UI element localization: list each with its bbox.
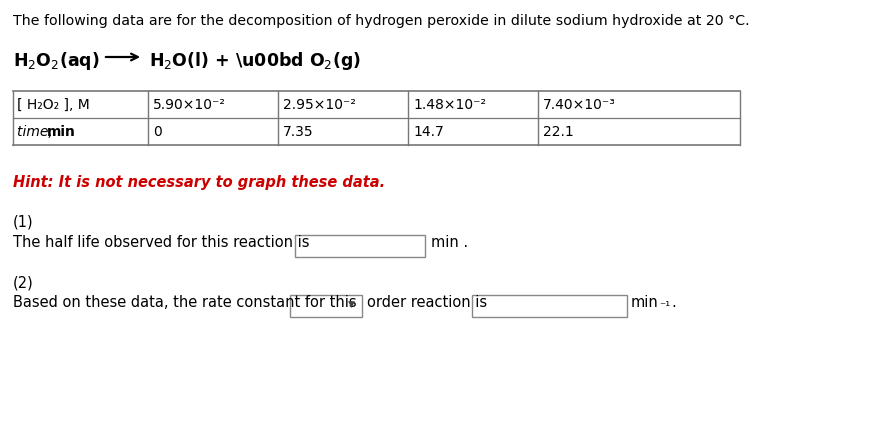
Text: min: min [47,125,76,139]
Text: 14.7: 14.7 [413,125,444,139]
Text: Based on these data, the rate constant for this: Based on these data, the rate constant f… [13,294,357,309]
Text: H$_2$O$_2$(aq): H$_2$O$_2$(aq) [13,50,100,72]
Bar [295,236,425,257]
Text: time,: time, [17,125,57,139]
Text: The half life observed for this reaction is: The half life observed for this reaction… [13,234,310,249]
Text: 1.48×10⁻²: 1.48×10⁻² [413,98,486,112]
Bar [290,295,362,317]
Text: 2.95×10⁻²: 2.95×10⁻² [283,98,356,112]
Text: ⁻¹: ⁻¹ [659,299,670,312]
Text: 22.1: 22.1 [543,125,574,139]
Text: 7.40×10⁻³: 7.40×10⁻³ [543,98,616,112]
Text: 5.90×10⁻²: 5.90×10⁻² [153,98,226,112]
Text: [ H₂O₂ ], M: [ H₂O₂ ], M [17,98,89,112]
Text: min: min [631,294,659,309]
Text: order reaction is: order reaction is [367,294,487,309]
Text: min .: min . [431,234,468,249]
Text: (1): (1) [13,215,33,230]
Text: Hint: It is not necessary to graph these data.: Hint: It is not necessary to graph these… [13,175,385,190]
Text: The following data are for the decomposition of hydrogen peroxide in dilute sodi: The following data are for the decomposi… [13,14,750,28]
Text: H$_2$O(l) + \u00bd O$_2$(g): H$_2$O(l) + \u00bd O$_2$(g) [149,50,361,72]
Text: ▼: ▼ [348,299,355,308]
Text: (2): (2) [13,274,33,289]
Text: .: . [671,294,676,309]
Text: 7.35: 7.35 [283,125,314,139]
Text: 0: 0 [153,125,161,139]
Bar [472,295,627,317]
